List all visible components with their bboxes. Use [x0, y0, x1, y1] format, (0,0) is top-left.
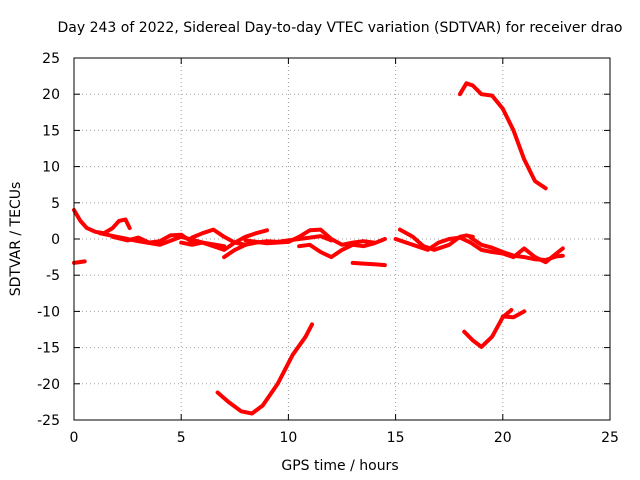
- y-tick-label: 20: [42, 87, 60, 103]
- y-tick-label: -25: [37, 413, 60, 429]
- y-tick-label: -5: [46, 268, 60, 284]
- series-trace-8: [243, 227, 377, 247]
- series-trace-10: [350, 260, 387, 268]
- y-tick-label: 25: [42, 51, 60, 67]
- series-trace-15: [457, 81, 548, 191]
- y-tick-label: 10: [42, 160, 60, 176]
- series-trace-14: [500, 246, 565, 265]
- axis-ticks: [73, 57, 611, 421]
- grid: [74, 58, 610, 420]
- y-tick-label: 15: [42, 123, 60, 139]
- series-trace-6: [179, 240, 248, 252]
- y-tick-label: -10: [37, 304, 60, 320]
- series-trace-16: [215, 322, 314, 416]
- x-tick-label: 10: [279, 430, 297, 446]
- series-trace-2: [72, 259, 87, 265]
- series-trace-1: [72, 208, 132, 236]
- series-trace-9: [297, 237, 387, 260]
- series-trace-12: [397, 227, 475, 252]
- y-tick-label: 5: [51, 196, 60, 212]
- x-tick-label: 0: [70, 430, 79, 446]
- y-tick-labels: -25 -20 -15 -10 -5 0 5 10 15 20 25: [37, 51, 60, 429]
- y-tick-label: 0: [51, 232, 60, 248]
- x-tick-label: 15: [387, 430, 405, 446]
- series-trace-5: [189, 227, 269, 245]
- y-tick-label: -15: [37, 341, 60, 357]
- x-tick-label: 20: [494, 430, 512, 446]
- series-trace-11: [393, 235, 505, 256]
- series-trace-18: [500, 309, 527, 320]
- y-tick-label: -20: [37, 377, 60, 393]
- x-tick-label: 25: [601, 430, 619, 446]
- y-axis-label: SDTVAR / TECUs: [8, 182, 24, 297]
- x-tick-label: 5: [177, 430, 186, 446]
- x-axis-label: GPS time / hours: [281, 458, 398, 474]
- chart-title: Day 243 of 2022, Sidereal Day-to-day VTE…: [57, 20, 622, 36]
- data-traces: [72, 81, 565, 416]
- x-tick-labels: 0 5 10 15 20 25: [70, 430, 619, 446]
